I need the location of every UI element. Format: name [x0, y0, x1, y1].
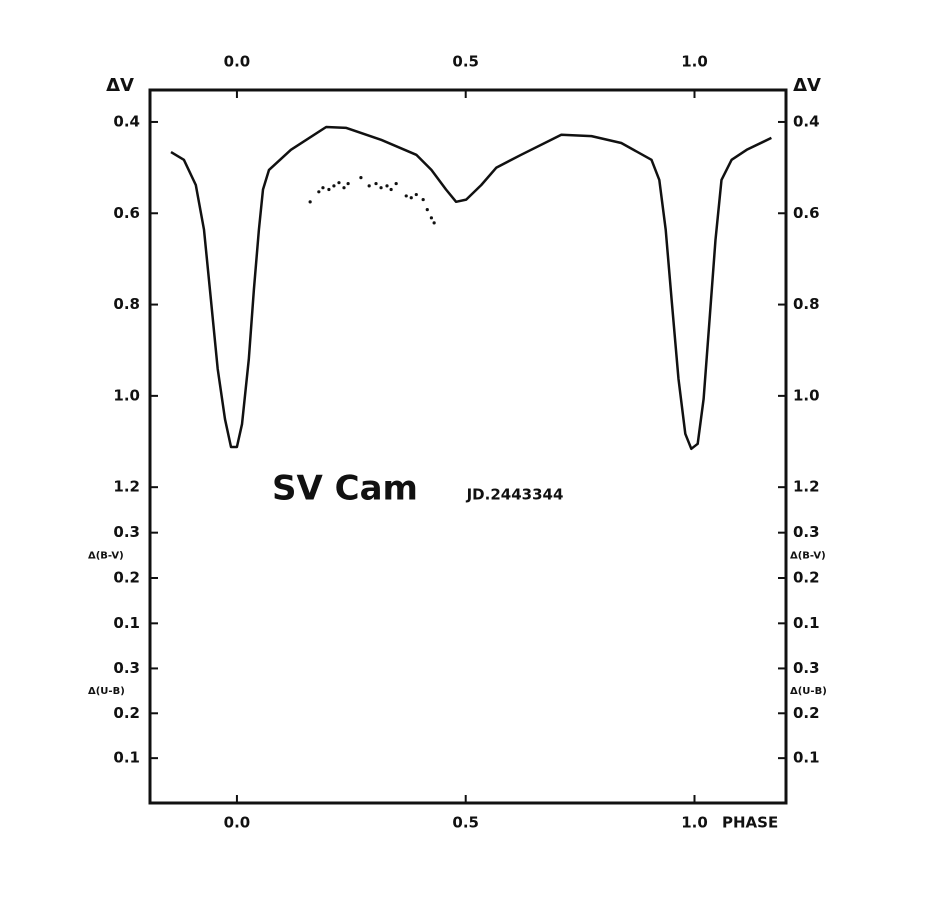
y-tick-label: 0.2	[793, 704, 820, 722]
data-point	[409, 196, 413, 200]
y-tick-label: 0.2	[113, 704, 140, 722]
x-axis-label: PHASE	[722, 814, 778, 832]
data-point	[359, 176, 363, 180]
y-tick-label: 0.2	[793, 569, 820, 587]
x-tick-label: 0.5	[452, 814, 479, 832]
y-axis-label: Δ(U-B)	[790, 686, 827, 697]
y-tick-label: 1.2	[793, 478, 820, 496]
y-axis-label: ΔV	[106, 75, 134, 96]
x-tick-label: 0.0	[224, 53, 251, 71]
data-point	[374, 181, 378, 186]
data-point	[317, 190, 321, 194]
y-tick-label: 1.0	[113, 386, 140, 404]
data-point	[421, 197, 425, 202]
y-tick-label: 0.6	[793, 204, 820, 222]
y-tick-label: 0.1	[793, 749, 820, 767]
data-point	[432, 221, 436, 225]
y-tick-label: 0.3	[793, 659, 820, 677]
y-tick-label: 0.4	[793, 112, 820, 130]
data-point	[429, 216, 433, 220]
y-tick-label: 0.1	[113, 749, 140, 767]
x-tick-label: 1.0	[681, 53, 708, 71]
y-tick-label: 0.3	[113, 523, 140, 541]
y-tick-label: 0.1	[793, 614, 820, 632]
y-tick-label: 0.8	[113, 295, 140, 313]
data-point	[385, 184, 389, 188]
y-tick-label: 0.3	[113, 659, 140, 677]
data-point	[389, 187, 393, 192]
data-point	[332, 184, 336, 188]
data-point	[367, 184, 371, 188]
y-tick-label: 0.2	[113, 569, 140, 587]
y-axis-label: ΔV	[793, 75, 821, 96]
y-axis-label: Δ(U-B)	[88, 686, 125, 697]
data-point	[414, 192, 418, 197]
y-tick-label: 0.3	[793, 523, 820, 541]
x-tick-label: 0.0	[224, 814, 251, 832]
data-point	[321, 186, 325, 190]
data-point	[404, 194, 408, 198]
light-curve	[170, 125, 772, 451]
chart-title: SV Cam	[272, 469, 418, 509]
data-point	[308, 200, 312, 204]
data-point	[346, 181, 350, 186]
chart-subtitle: JD.2443344	[466, 486, 564, 504]
y-tick-label: 0.8	[793, 295, 820, 313]
plot-frame	[148, 88, 788, 805]
data-point	[337, 181, 341, 185]
y-tick-label: 0.1	[113, 614, 140, 632]
y-axis-label: Δ(B-V)	[790, 550, 826, 561]
data-point	[342, 186, 346, 190]
data-point	[379, 186, 383, 190]
y-tick-label: 1.0	[793, 386, 820, 404]
y-tick-label: 0.4	[113, 112, 140, 130]
data-point	[394, 181, 398, 186]
x-tick-label: 0.5	[452, 53, 479, 71]
y-tick-label: 1.2	[113, 478, 140, 496]
data-point	[327, 187, 331, 192]
data-point	[425, 208, 429, 212]
y-axis-label: Δ(B-V)	[88, 550, 124, 561]
y-tick-label: 0.6	[113, 204, 140, 222]
x-tick-label: 1.0	[681, 814, 708, 832]
